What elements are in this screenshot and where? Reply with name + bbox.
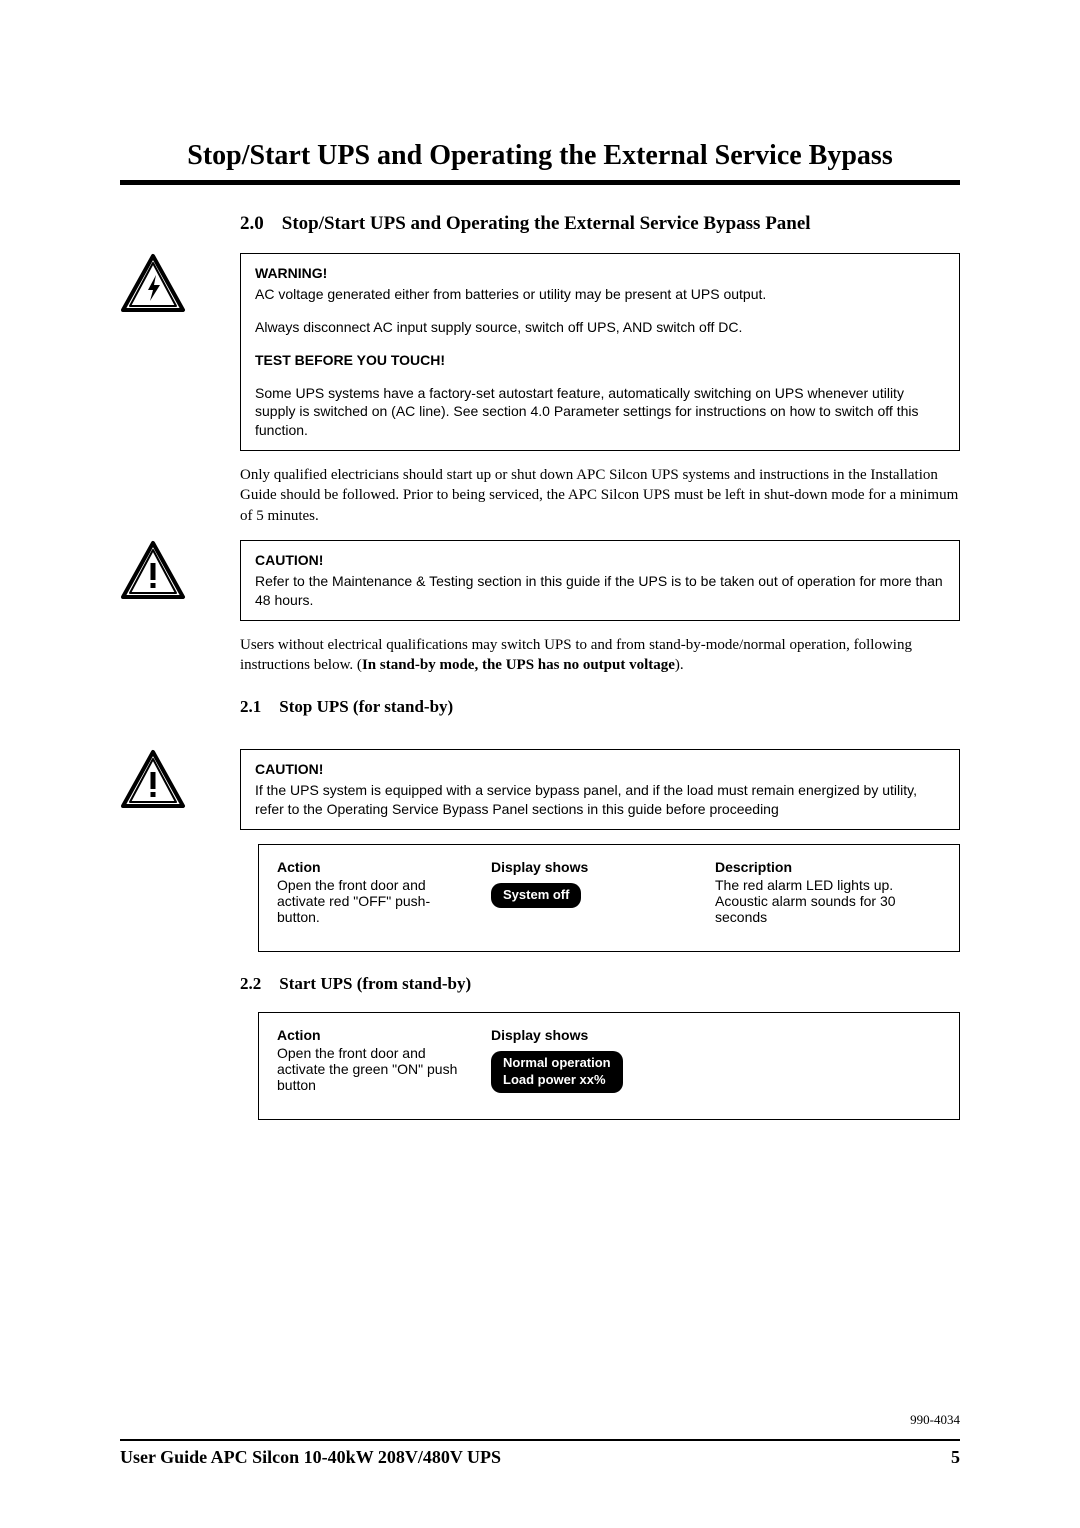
warning-p1: AC voltage generated either from batteri… xyxy=(255,285,945,304)
warning-box: WARNING! AC voltage generated either fro… xyxy=(240,253,960,451)
warning-emph: TEST BEFORE YOU TOUCH! xyxy=(255,351,945,370)
warning-block: WARNING! AC voltage generated either fro… xyxy=(240,253,960,451)
lightning-warning-icon xyxy=(120,253,186,318)
display-badge-normal-op: Normal operation Load power xx% xyxy=(491,1051,623,1093)
warning-p2: Always disconnect AC input supply source… xyxy=(255,318,945,337)
caution2-text: If the UPS system is equipped with a ser… xyxy=(255,781,945,819)
document-number: 990-4034 xyxy=(910,1412,960,1428)
caution2-block: CAUTION! If the UPS system is equipped w… xyxy=(240,749,960,830)
page-footer: User Guide APC Silcon 10-40kW 208V/480V … xyxy=(120,1439,960,1468)
t22-h-action: Action xyxy=(277,1027,467,1043)
caution-icon xyxy=(120,749,186,814)
paragraph-1: Only qualified electricians should start… xyxy=(240,465,960,526)
subsection-21: 2.1 Stop UPS (for stand-by) xyxy=(240,697,960,717)
sub22-title: Start UPS (from stand-by) xyxy=(279,974,471,994)
caution-icon xyxy=(120,540,186,605)
caution2-label: CAUTION! xyxy=(255,760,945,779)
table-21: Action Open the front door and activate … xyxy=(258,844,960,952)
warning-p3: Some UPS systems have a factory-set auto… xyxy=(255,384,945,441)
sub21-num: 2.1 xyxy=(240,697,261,717)
t22-disp-l1: Normal operation xyxy=(503,1055,611,1070)
sub22-num: 2.2 xyxy=(240,974,261,994)
caution1-box: CAUTION! Refer to the Maintenance & Test… xyxy=(240,540,960,621)
page-title: Stop/Start UPS and Operating the Externa… xyxy=(120,140,960,172)
section-header: 2.0 Stop/Start UPS and Operating the Ext… xyxy=(240,213,960,235)
warning-label: WARNING! xyxy=(255,264,945,283)
t21-desc: The red alarm LED lights up. Acoustic al… xyxy=(715,877,941,925)
caution2-box: CAUTION! If the UPS system is equipped w… xyxy=(240,749,960,830)
caution1-block: CAUTION! Refer to the Maintenance & Test… xyxy=(240,540,960,621)
footer-title: User Guide APC Silcon 10-40kW 208V/480V … xyxy=(120,1447,501,1468)
sub21-title: Stop UPS (for stand-by) xyxy=(279,697,453,717)
para2-c: ). xyxy=(675,657,684,673)
display-badge-system-off: System off xyxy=(491,883,581,908)
caution1-label: CAUTION! xyxy=(255,551,945,570)
para2-b: In stand-by mode, the UPS has no output … xyxy=(362,657,675,673)
t21-action: Open the front door and activate red "OF… xyxy=(277,877,467,925)
t21-h-action: Action xyxy=(277,859,467,875)
page-number: 5 xyxy=(951,1447,960,1468)
footer-rule xyxy=(120,1439,960,1441)
subsection-22: 2.2 Start UPS (from stand-by) xyxy=(240,974,960,994)
t22-action: Open the front door and activate the gre… xyxy=(277,1045,467,1093)
title-rule xyxy=(120,180,960,185)
t21-h-display: Display shows xyxy=(491,859,691,875)
paragraph-2: Users without electrical qualifications … xyxy=(240,635,960,676)
caution1-text: Refer to the Maintenance & Testing secti… xyxy=(255,572,945,610)
section-title: Stop/Start UPS and Operating the Externa… xyxy=(282,213,960,235)
section-number: 2.0 xyxy=(240,213,264,235)
t21-h-desc: Description xyxy=(715,859,941,875)
table-22: Action Open the front door and activate … xyxy=(258,1012,960,1120)
t22-disp-l2: Load power xx% xyxy=(503,1072,606,1087)
t22-h-display: Display shows xyxy=(491,1027,691,1043)
